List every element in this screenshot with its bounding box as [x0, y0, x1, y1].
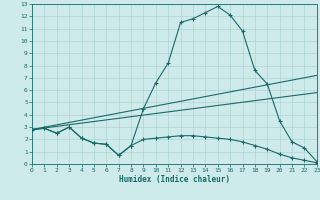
- X-axis label: Humidex (Indice chaleur): Humidex (Indice chaleur): [119, 175, 230, 184]
